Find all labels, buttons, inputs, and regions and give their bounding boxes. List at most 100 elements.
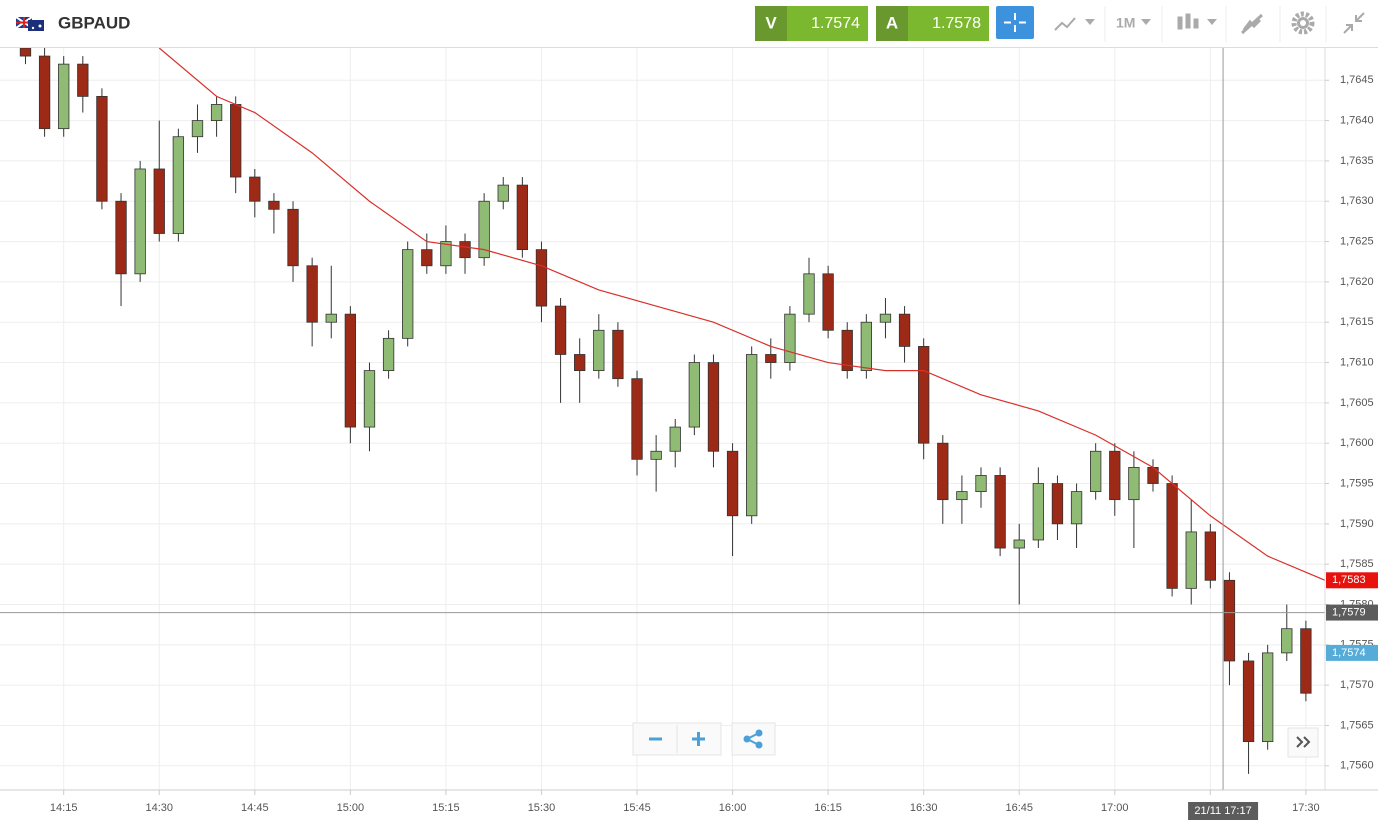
candle-body — [421, 249, 433, 267]
candle-body — [191, 120, 204, 138]
candle-body — [650, 450, 662, 460]
share-button[interactable] — [731, 722, 776, 756]
y-tick-label: 1,7570 — [1340, 679, 1374, 691]
candle-body — [1051, 483, 1064, 525]
candle-body — [306, 265, 318, 323]
candle-body — [1300, 628, 1312, 694]
zoom-in-button[interactable] — [692, 732, 705, 746]
candle-body — [325, 313, 337, 323]
candle-body — [784, 313, 796, 363]
candle-body — [96, 95, 108, 202]
moving-average — [158, 48, 1325, 581]
crosshair-x-box — [1188, 802, 1259, 820]
x-tick-label: 17:30 — [1292, 802, 1320, 814]
crosshair-button[interactable] — [996, 6, 1034, 39]
candle-body — [631, 378, 643, 460]
y-tick-label: 1,7620 — [1340, 276, 1374, 288]
candle-body — [38, 55, 51, 130]
candle-body — [115, 200, 127, 275]
candle-body — [210, 104, 223, 121]
candle-body — [1070, 491, 1083, 525]
symbol: GBPAUD — [58, 13, 130, 32]
candle-body — [554, 305, 567, 355]
sell-price: 1.7574 — [811, 15, 860, 32]
chart-type-button[interactable] — [1054, 17, 1095, 31]
collapse-button[interactable] — [1343, 12, 1365, 34]
header: GBPAUD V 1.7574 A 1.7578 1M — [0, 0, 1378, 48]
candle-body — [1166, 483, 1178, 589]
candle-body — [1109, 450, 1121, 501]
timeframe: 1M — [1116, 15, 1135, 31]
x-tick-label: 17:00 — [1101, 802, 1129, 814]
candle-body — [707, 362, 720, 452]
y-tick-label: 1,7565 — [1340, 719, 1374, 731]
buy-label: A — [886, 13, 898, 32]
sell-label: V — [765, 13, 777, 32]
candle-body — [841, 329, 853, 372]
draw-button[interactable] — [1240, 13, 1264, 35]
candle-body — [230, 104, 242, 178]
y-tick-label: 1,7560 — [1340, 760, 1374, 772]
sell-button[interactable]: V 1.7574 — [755, 6, 868, 41]
candle-body — [1281, 628, 1293, 654]
candle-body — [593, 329, 605, 372]
price-label: 1,7574 — [1332, 647, 1366, 659]
candle-body — [898, 313, 911, 347]
y-tick-label: 1,7640 — [1340, 114, 1374, 126]
candle-body — [746, 354, 758, 517]
x-tick-label: 16:30 — [910, 802, 938, 814]
candle-body — [134, 168, 146, 275]
crosshair-y-label: 1,7579 — [1332, 606, 1366, 618]
zoom-toolbar — [632, 722, 1319, 758]
plot-area — [0, 48, 1325, 790]
candle-body — [612, 329, 624, 380]
candle-body — [497, 184, 509, 202]
candle-body — [937, 442, 949, 501]
candle-body — [344, 313, 357, 428]
candle-body — [1032, 483, 1044, 541]
candle-body — [287, 208, 299, 267]
candle-body — [535, 249, 548, 307]
flag-icon — [15, 16, 44, 31]
candle-body — [669, 426, 681, 452]
header-bg — [0, 0, 1378, 47]
y-tick-label: 1,7585 — [1340, 558, 1374, 570]
candle-button[interactable] — [1177, 13, 1217, 30]
candle-body — [803, 273, 815, 315]
y-tick-label: 1,7600 — [1340, 437, 1374, 449]
candle-body — [478, 200, 490, 259]
candle-body — [77, 63, 89, 97]
x-tick-label: 15:45 — [623, 802, 651, 814]
candle-body — [459, 241, 471, 259]
x-tick-label: 14:15 — [50, 802, 78, 814]
settings-button[interactable] — [1291, 11, 1315, 35]
y-tick-label: 1,7610 — [1340, 356, 1374, 368]
candle-body — [822, 273, 834, 331]
price-label: 1,7583 — [1332, 574, 1366, 586]
buy-price: 1.7578 — [932, 15, 981, 32]
y-tick-label: 1,7625 — [1340, 235, 1374, 247]
candle-body — [440, 241, 452, 267]
buy-button[interactable]: A 1.7578 — [876, 6, 989, 41]
candle-body — [726, 450, 739, 517]
candle-body — [765, 354, 777, 363]
candle-body — [1090, 450, 1102, 492]
crosshair-y-box — [1326, 604, 1378, 621]
x-tick-label: 15:15 — [432, 802, 460, 814]
timeframe-button[interactable]: 1M — [1116, 15, 1151, 31]
candle-body — [402, 249, 414, 339]
y-tick-label: 1,7605 — [1340, 397, 1374, 409]
candle-body — [516, 184, 529, 251]
price-label-box — [1326, 644, 1378, 661]
candle-body — [153, 168, 165, 234]
axes: 1,75601,75651,75701,75751,75801,75851,75… — [0, 48, 1378, 814]
candle-body — [1185, 531, 1197, 589]
candle-body — [249, 176, 261, 202]
scroll-end-button[interactable] — [1287, 727, 1319, 758]
price-label-box — [1326, 572, 1378, 589]
y-tick-label: 1,7645 — [1340, 74, 1374, 86]
candle-body — [363, 370, 376, 428]
x-tick-label: 15:00 — [337, 802, 365, 814]
candle-body — [918, 346, 930, 444]
